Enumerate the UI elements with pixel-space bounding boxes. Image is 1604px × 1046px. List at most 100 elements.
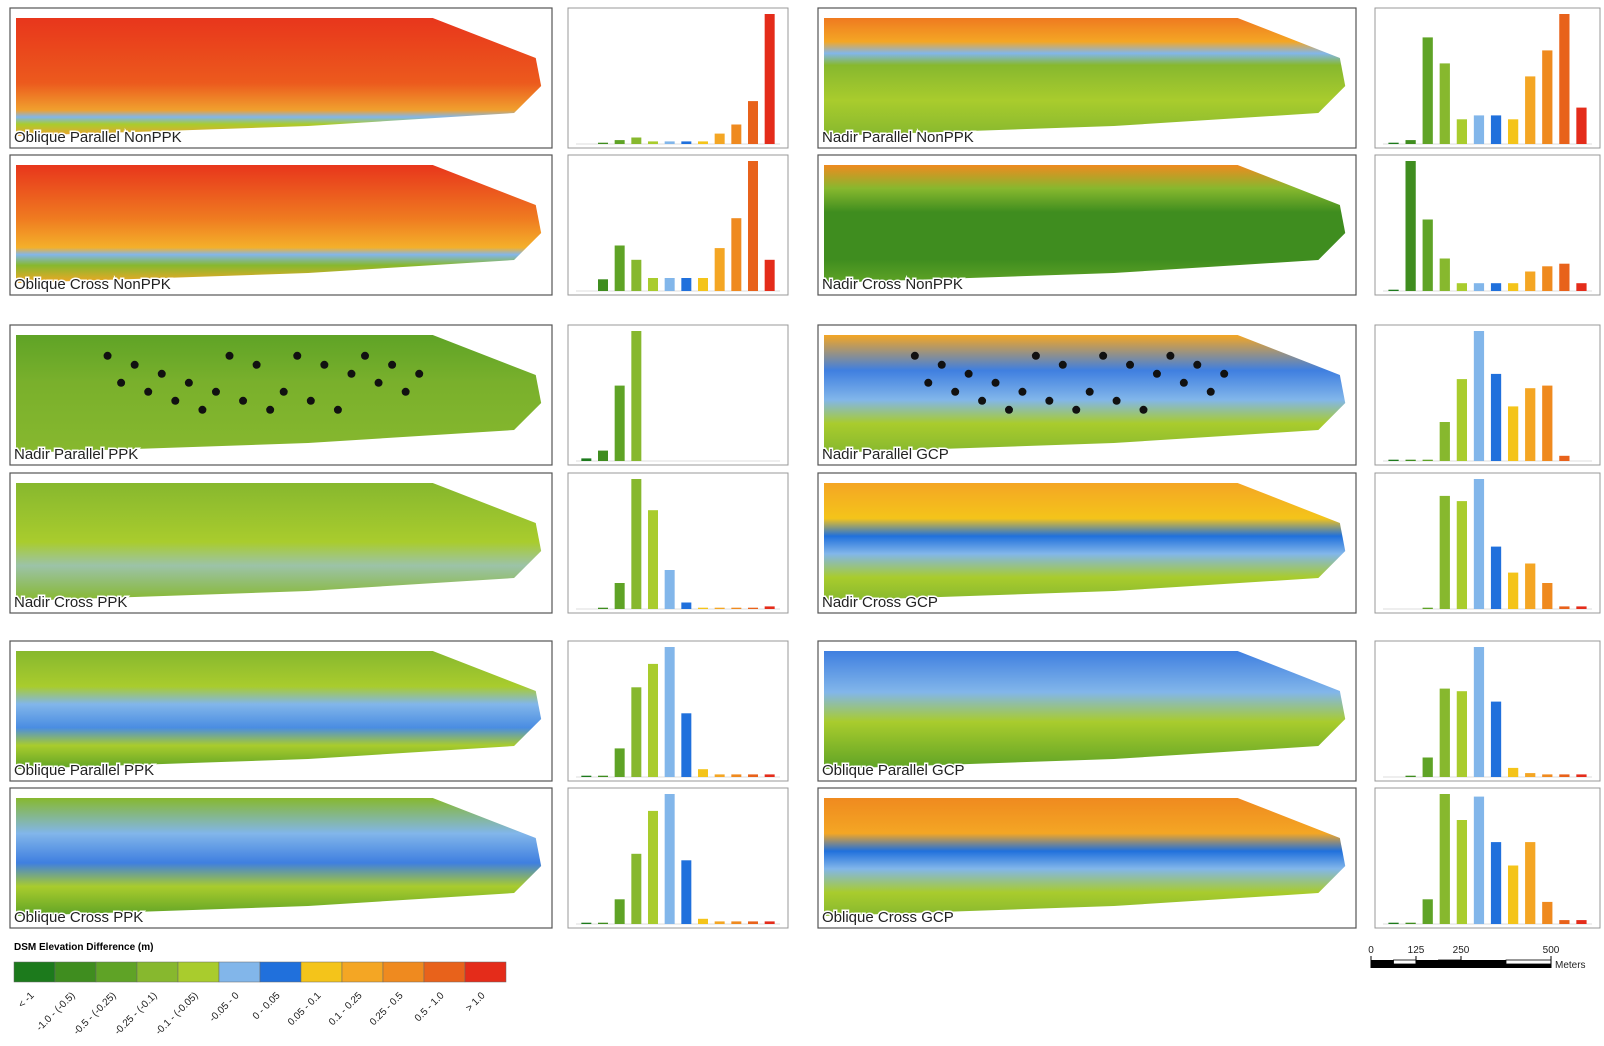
map-label: Nadir Parallel NonPPK [822,129,974,146]
scale-segment [1371,964,1416,968]
gcp-point [978,397,986,405]
histogram-bar [698,769,708,777]
legend-swatch [137,962,178,982]
map-label: Oblique Cross NonPPK [14,276,171,293]
legend-swatch [96,962,137,982]
scale-segment [1461,964,1551,968]
histogram-bar [698,278,708,291]
gcp-point [938,361,946,369]
gcp-point [951,388,959,396]
gcp-point [198,406,206,414]
histogram-bar [748,921,758,924]
histogram-bar [1440,259,1450,292]
histogram-bar [1474,797,1484,924]
gcp-point [1099,352,1107,360]
histogram-bar [1474,331,1484,461]
gcp-point [965,370,973,378]
histogram-bar [765,606,775,609]
histogram-bar [648,664,658,777]
histogram-bar [648,811,658,924]
histogram-bar [1491,283,1501,291]
histogram-frame [1375,325,1600,465]
histogram-bar [681,141,691,144]
legend-label: -0.1 - (-0.05) [154,990,201,1037]
histogram-bar [1491,115,1501,144]
gcp-point [1139,406,1147,414]
legend-label: 0.05 - 0.1 [286,990,324,1028]
histogram-frame [568,473,788,613]
histogram-bar [1474,115,1484,144]
histogram-frame [568,325,788,465]
histogram-bar [1542,266,1552,291]
histogram-bar [1388,290,1398,291]
histogram-bar [1457,283,1467,291]
gcp-point [212,388,220,396]
histogram-bar [1406,460,1416,461]
histogram-bar [598,451,608,461]
histogram-bar [1457,119,1467,144]
histogram-bar [1559,920,1569,924]
legend-label: -0.25 - (-0.1) [113,990,160,1037]
histogram-bar [1406,161,1416,291]
scale-segment [1439,960,1462,964]
histogram-bar [765,260,775,291]
histogram-bar [581,458,591,461]
gcp-point [1086,388,1094,396]
histogram-bar [665,141,675,144]
legend-label: 0.1 - 0.25 [327,990,365,1028]
legend-label: > 1.0 [464,990,488,1014]
gcp-point [415,370,423,378]
legend-swatch [55,962,96,982]
gcp-point [1045,397,1053,405]
gcp-point [1126,361,1134,369]
histogram-bar [1525,76,1535,144]
scale-segment [1394,960,1417,964]
gcp-point [375,379,383,387]
histogram-bar [631,331,641,461]
histogram-bar [1525,272,1535,292]
histogram-frame [568,788,788,928]
histogram-bar [765,774,775,777]
legend-swatch [14,962,55,982]
gcp-point [1166,352,1174,360]
histogram-bar [1423,220,1433,292]
histogram-bar [681,860,691,924]
histogram-bar [731,218,741,291]
histogram-bar [615,899,625,924]
histogram-bar [598,143,608,144]
scale-segment [1416,964,1461,968]
histogram-bar [1525,388,1535,461]
histogram-bar [1440,689,1450,777]
histogram-frame [1375,473,1600,613]
histogram-bar [1542,774,1552,777]
legend-label: 0 - 0.05 [251,990,283,1022]
histogram-bar [1423,758,1433,778]
histogram-bar [1576,283,1586,291]
gcp-point [104,352,112,360]
histogram-bar [748,774,758,777]
histogram-bar [598,279,608,291]
histogram-bar [765,921,775,924]
histogram-bar [1559,264,1569,291]
map-label: Oblique Parallel PPK [14,762,154,779]
histogram-bar [681,713,691,777]
gcp-point [171,397,179,405]
legend-swatch [465,962,506,982]
legend-swatch [383,962,424,982]
histogram-bar [1576,774,1586,777]
histogram-bar [665,794,675,924]
gcp-point [307,397,315,405]
gcp-point [320,361,328,369]
histogram-bar [1525,564,1535,610]
histogram-bar [1388,143,1398,144]
gcp-point [144,388,152,396]
legend-label: -0.05 - 0 [208,990,242,1024]
histogram-bar [1474,283,1484,291]
histogram-bar [1542,50,1552,144]
histogram-bar [1440,794,1450,924]
histogram-bar [1508,866,1518,925]
histogram-bar [615,140,625,144]
scale-unit: Meters [1555,960,1586,971]
gcp-point [924,379,932,387]
histogram-bar [615,386,625,461]
